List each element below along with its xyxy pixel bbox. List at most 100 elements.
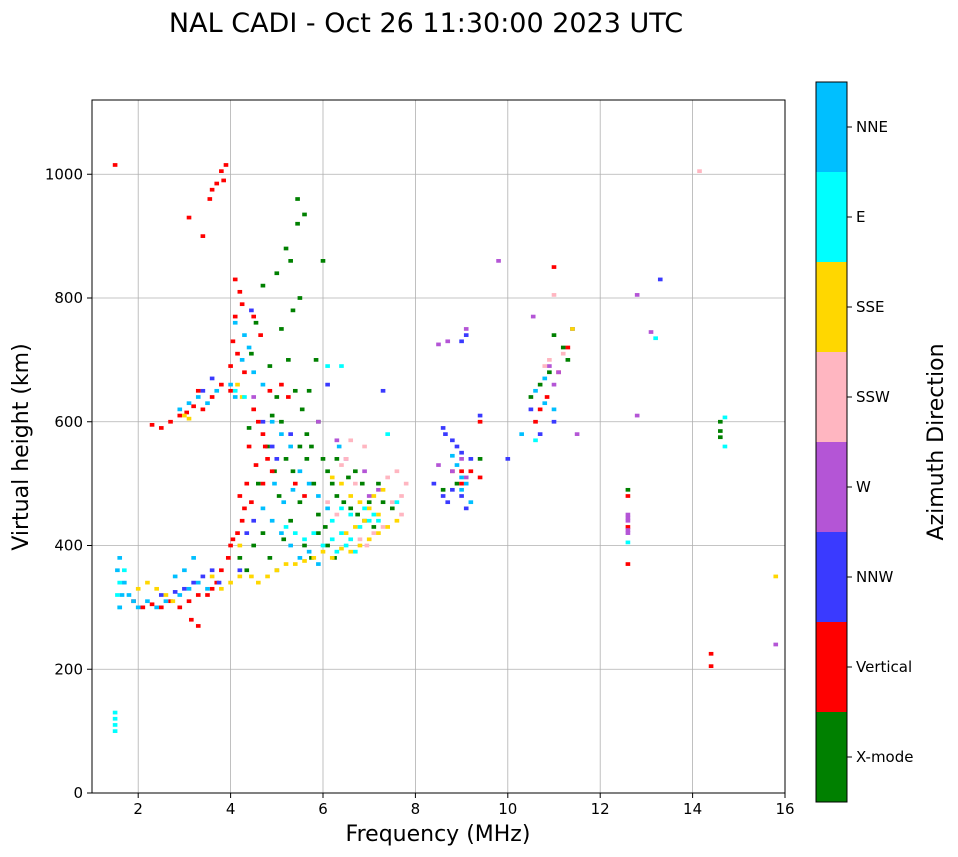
data-point-sse	[163, 593, 169, 597]
data-point-nne	[232, 320, 238, 325]
data-point-nne	[468, 500, 474, 505]
data-point-nne	[177, 593, 183, 597]
data-point-nnw	[431, 481, 437, 486]
data-point-nne	[260, 506, 266, 511]
data-point-x-mode	[565, 358, 571, 362]
data-point-vertical	[251, 407, 257, 412]
data-point-w	[556, 370, 561, 375]
data-point-nne	[126, 593, 132, 597]
data-point-ssw	[380, 525, 386, 529]
data-point-x-mode	[237, 556, 243, 560]
data-point-x-mode	[302, 543, 307, 548]
data-point-x-mode	[304, 432, 310, 436]
data-point-x-mode	[281, 537, 287, 542]
data-point-vertical	[230, 339, 236, 344]
data-point-vertical	[158, 605, 164, 610]
data-point-nne	[325, 506, 330, 511]
data-point-ssw	[334, 512, 340, 517]
colorbar-tick-label: E	[856, 208, 865, 226]
x-axis-label: Frequency (MHz)	[346, 822, 531, 847]
data-point-nne	[297, 556, 303, 560]
data-point-sse	[376, 512, 381, 517]
data-point-x-mode	[477, 457, 483, 461]
data-point-x-mode	[718, 429, 723, 433]
data-point-vertical	[168, 419, 173, 424]
plot-background	[92, 100, 785, 793]
data-point-nnw	[657, 277, 663, 282]
data-point-x-mode	[306, 388, 312, 393]
data-point-nne	[172, 574, 178, 579]
data-point-vertical	[551, 265, 557, 269]
data-point-vertical	[459, 481, 464, 486]
data-point-w	[551, 382, 557, 387]
data-point-nnw	[380, 388, 386, 393]
data-point-e	[371, 512, 377, 517]
data-point-w	[334, 438, 340, 443]
data-point-x-mode	[244, 568, 250, 573]
data-point-vertical	[246, 444, 252, 449]
x-tick-label: 10	[498, 800, 517, 818]
data-point-nne	[177, 407, 183, 412]
data-points	[112, 163, 779, 733]
data-point-e	[329, 518, 335, 523]
data-point-vertical	[625, 562, 631, 566]
data-point-nne	[533, 388, 538, 393]
data-point-sse	[371, 494, 377, 498]
data-point-nne	[131, 599, 136, 604]
data-point-e	[533, 438, 538, 443]
data-point-vertical	[292, 481, 298, 486]
x-tick-label: 4	[226, 800, 236, 818]
data-point-nnw	[237, 568, 243, 573]
data-point-w	[634, 413, 640, 418]
data-point-w	[463, 327, 469, 331]
data-point-sse	[235, 382, 240, 387]
data-point-nne	[459, 475, 464, 480]
data-point-nnw	[505, 457, 511, 461]
data-point-x-mode	[253, 320, 259, 325]
colorbar-tick-label: W	[856, 478, 871, 496]
data-point-ssw	[560, 351, 566, 356]
data-point-w	[251, 395, 257, 399]
data-point-ssw	[697, 169, 702, 174]
data-point-nne	[260, 382, 266, 387]
data-point-e	[122, 568, 127, 573]
x-tick-label: 12	[591, 800, 610, 818]
data-point-x-mode	[718, 419, 723, 424]
data-point-nnw	[325, 382, 330, 387]
data-point-vertical	[112, 163, 118, 167]
data-point-w	[463, 475, 469, 480]
data-point-e	[112, 729, 118, 733]
data-point-vertical	[232, 277, 238, 282]
colorbar-tick-label: Vertical	[856, 658, 912, 676]
data-point-x-mode	[334, 457, 340, 461]
data-point-ssw	[362, 444, 367, 449]
data-point-w	[625, 528, 631, 532]
data-point-vertical	[219, 169, 224, 174]
data-point-e	[722, 444, 728, 449]
data-point-nne	[297, 469, 303, 474]
data-point-sse	[570, 327, 575, 331]
data-point-vertical	[237, 289, 243, 294]
data-point-sse	[339, 546, 344, 551]
data-point-vertical	[708, 651, 714, 656]
colorbar-frame	[815, 81, 848, 803]
data-point-nnw	[191, 580, 196, 585]
data-point-nne	[281, 500, 287, 505]
data-point-nne	[191, 556, 196, 560]
data-point-vertical	[225, 556, 231, 560]
data-point-e	[339, 506, 344, 511]
colorbar-segment	[816, 532, 847, 622]
data-point-nne	[269, 518, 275, 523]
colorbar-tick-label: NNW	[856, 568, 893, 586]
data-point-ssw	[339, 463, 344, 467]
data-point-w	[625, 518, 631, 523]
data-point-vertical	[477, 475, 483, 480]
data-point-ssw	[403, 481, 409, 486]
x-tick-label: 2	[133, 800, 143, 818]
data-point-nnw	[468, 457, 474, 461]
colorbar-segment	[816, 442, 847, 532]
data-point-x-mode	[355, 512, 360, 517]
data-point-sse	[228, 580, 233, 585]
data-point-nnw	[269, 444, 275, 449]
data-point-x-mode	[304, 457, 310, 461]
